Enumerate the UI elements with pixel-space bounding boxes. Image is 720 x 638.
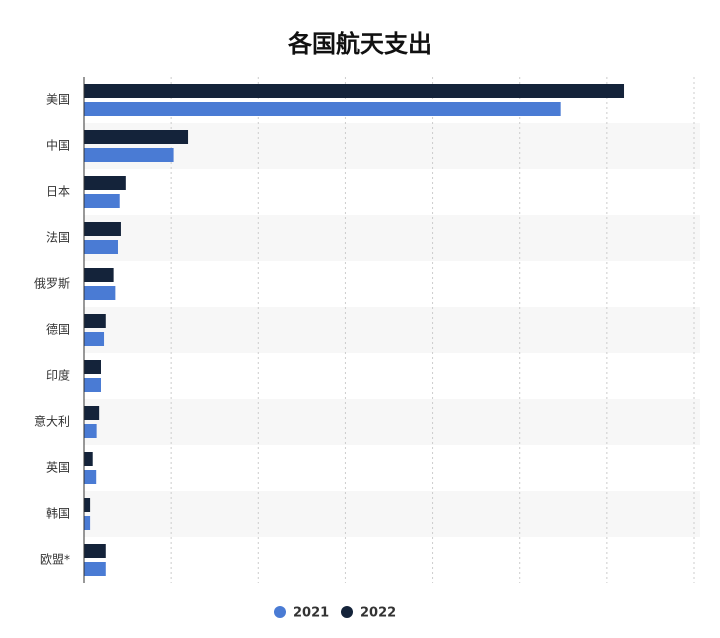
- legend-label: 2022: [360, 606, 396, 621]
- bar: [84, 516, 91, 530]
- bar: [84, 176, 126, 190]
- row-band: [84, 307, 700, 353]
- legend-swatch: [341, 606, 353, 618]
- bar: [84, 452, 93, 466]
- bar: [84, 424, 97, 438]
- bar: [84, 314, 106, 328]
- row-band: [84, 491, 700, 537]
- y-tick-label: 俄罗斯: [34, 277, 70, 291]
- y-tick-label: 韩国: [46, 506, 70, 521]
- bar: [84, 268, 114, 282]
- bar: [84, 378, 101, 392]
- bar: [84, 470, 97, 484]
- y-tick-label: 英国: [46, 461, 70, 475]
- legend-label: 2021: [293, 606, 329, 621]
- y-tick-label: 欧盟*: [40, 553, 70, 567]
- bar: [84, 102, 561, 116]
- bar: [84, 286, 116, 300]
- bar: [84, 222, 121, 236]
- chart-title: 各国航天支出: [287, 30, 432, 58]
- y-tick-label: 美国: [46, 93, 70, 107]
- bar: [84, 498, 91, 512]
- bar: [84, 332, 105, 346]
- y-tick-label: 印度: [46, 368, 70, 383]
- bar: [84, 148, 174, 162]
- bar: [84, 544, 106, 558]
- y-tick-label: 中国: [46, 138, 70, 153]
- bar: [84, 240, 118, 254]
- row-band: [84, 215, 700, 261]
- legend-swatch: [274, 606, 286, 618]
- y-tick-label: 日本: [46, 185, 70, 199]
- bar: [84, 84, 625, 98]
- y-tick-label: 意大利: [34, 414, 70, 429]
- y-tick-label: 法国: [46, 231, 70, 245]
- bar: [84, 562, 106, 576]
- bar: [84, 360, 101, 374]
- bar: [84, 406, 100, 420]
- row-band: [84, 123, 700, 169]
- bar: [84, 194, 120, 208]
- row-band: [84, 399, 700, 445]
- bar: [84, 130, 189, 144]
- y-tick-label: 德国: [46, 322, 70, 337]
